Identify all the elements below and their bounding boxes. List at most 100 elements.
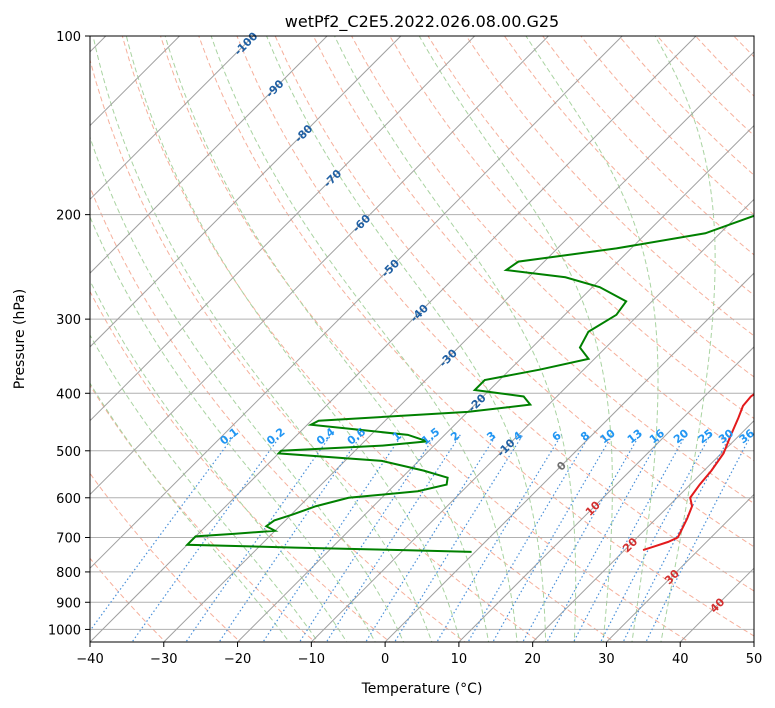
x-tick-label: 30 [598,652,615,667]
mixing-ratio-line [185,434,332,642]
mixing-ratio-line [522,434,641,642]
moist-adiabat-line [266,36,547,642]
mixing-ratio-line [599,434,711,642]
y-tick-label: 500 [56,445,81,460]
mixing-ratio-label: 1.5 [419,425,442,447]
dry-adiabat-line [90,58,541,642]
isotherm-line [90,36,697,642]
temperature-line [642,392,754,552]
y-tick-label: 200 [56,209,81,224]
dry-adiabat-line [90,290,391,642]
moist-adiabat-line [90,135,405,642]
y-tick-label: 1000 [48,623,81,638]
dry-adiabat-line [695,36,754,97]
mixing-ratio-label: 3 [484,429,498,444]
mixing-ratio-line [325,434,461,642]
y-tick-label: 100 [56,30,81,45]
y-axis: 100 200 300 400 500 600 700 800 900 1000 [48,30,90,638]
mixing-ratio-line [492,434,613,642]
mixing-ratio-label: 10 [598,426,618,446]
isotherm-line [90,36,328,274]
moist-adiabat-line [210,36,518,642]
isotherm-line [310,198,754,642]
y-tick-label: 300 [56,313,81,328]
isotherm-line [753,641,754,642]
mixing-ratio-label: 13 [625,427,645,447]
dry-adiabat-line [90,384,316,642]
isotherm-line [90,36,550,496]
mixing-ratio-line [262,434,403,642]
moist-adiabat-line [90,382,290,642]
moist-adiabat-line [525,36,659,642]
isotherm-line [90,36,476,422]
dry-adiabat-line [465,36,754,337]
background-labels: 0.1 0.2 0.4 0.6 1 1.5 2 3 4 6 8 10 13 16 20 25 30 36-100-… [217,29,757,615]
isotherm-label: -100 [232,29,261,58]
y-tick-label: 400 [56,387,81,402]
x-tick-label: −20 [224,652,251,667]
dry-adiabat-line [274,36,754,548]
y-tick-label: 600 [56,492,81,507]
mixing-ratio-line [393,434,524,642]
x-axis-title: Temperature (°C) [361,681,483,697]
dry-adiabat-line [656,36,754,137]
x-tick-label: 0 [381,652,389,667]
dry-adiabat-line [542,36,754,256]
mixing-ratio-label: 0.4 [314,425,338,447]
x-axis: −40 −30 −20 −10 0 10 20 30 40 50 [76,642,762,667]
isotherm-line [90,36,255,201]
x-tick-label: −40 [76,652,103,667]
dewpoint-line [184,214,754,553]
moist-adiabat-line [125,36,461,642]
mixing-ratio-line [622,434,732,642]
data-lines [184,214,754,553]
mixing-ratio-label: 2 [448,429,462,444]
moist-adiabat-line [90,279,348,642]
isotherm-line [90,36,623,569]
dry-adiabat-line [351,36,754,462]
dry-adiabat-line [236,36,754,592]
dry-adiabat-line [312,36,754,504]
y-tick-label: 700 [56,532,81,547]
dry-adiabat-line [90,472,241,642]
mixing-ratio-line [572,434,687,642]
moist-adiabat-line [90,334,319,642]
dry-adiabat-line [427,36,754,378]
mixing-ratio-line [90,434,236,632]
mixing-ratio-label: 16 [647,426,667,446]
dry-adiabat-line [389,36,754,420]
dry-adiabat-line [504,36,754,296]
isotherm-line [90,36,402,348]
mixing-ratio-line [546,434,663,642]
moist-adiabat-line [92,36,433,642]
dry-adiabat-line [198,36,754,637]
mixing-ratio-line [298,434,437,642]
mixing-ratio-line [645,434,752,642]
mixing-ratio-line [131,434,282,642]
x-tick-label: −30 [150,652,177,667]
background-lines [90,36,754,642]
x-tick-label: −10 [298,652,325,667]
y-tick-label: 900 [56,596,81,611]
y-tick-label: 800 [56,566,81,581]
isotherm-line [90,36,181,127]
x-tick-label: 40 [672,652,689,667]
mixing-ratio-line [436,434,562,642]
moist-adiabat-line [164,36,490,642]
mixing-ratio-line [467,434,591,642]
moist-adiabat-line [90,215,376,642]
plot-frame [89,35,755,643]
mixing-ratio-label: 20 [671,426,691,446]
chart-title: wetPf2_C2E5.2022.026.08.00.G25 [285,12,559,32]
moist-adiabat-line [654,36,716,642]
isotherm-line [605,493,754,642]
isotherm-line [458,346,754,642]
y-axis-title: Pressure (hPa) [12,289,28,389]
dry-adiabat-line [90,186,466,642]
isotherm-line [236,124,754,642]
moist-adiabat-line [334,36,577,642]
isotherm-line [531,419,754,642]
x-tick-label: 20 [524,652,541,667]
x-tick-label: 10 [451,652,468,667]
